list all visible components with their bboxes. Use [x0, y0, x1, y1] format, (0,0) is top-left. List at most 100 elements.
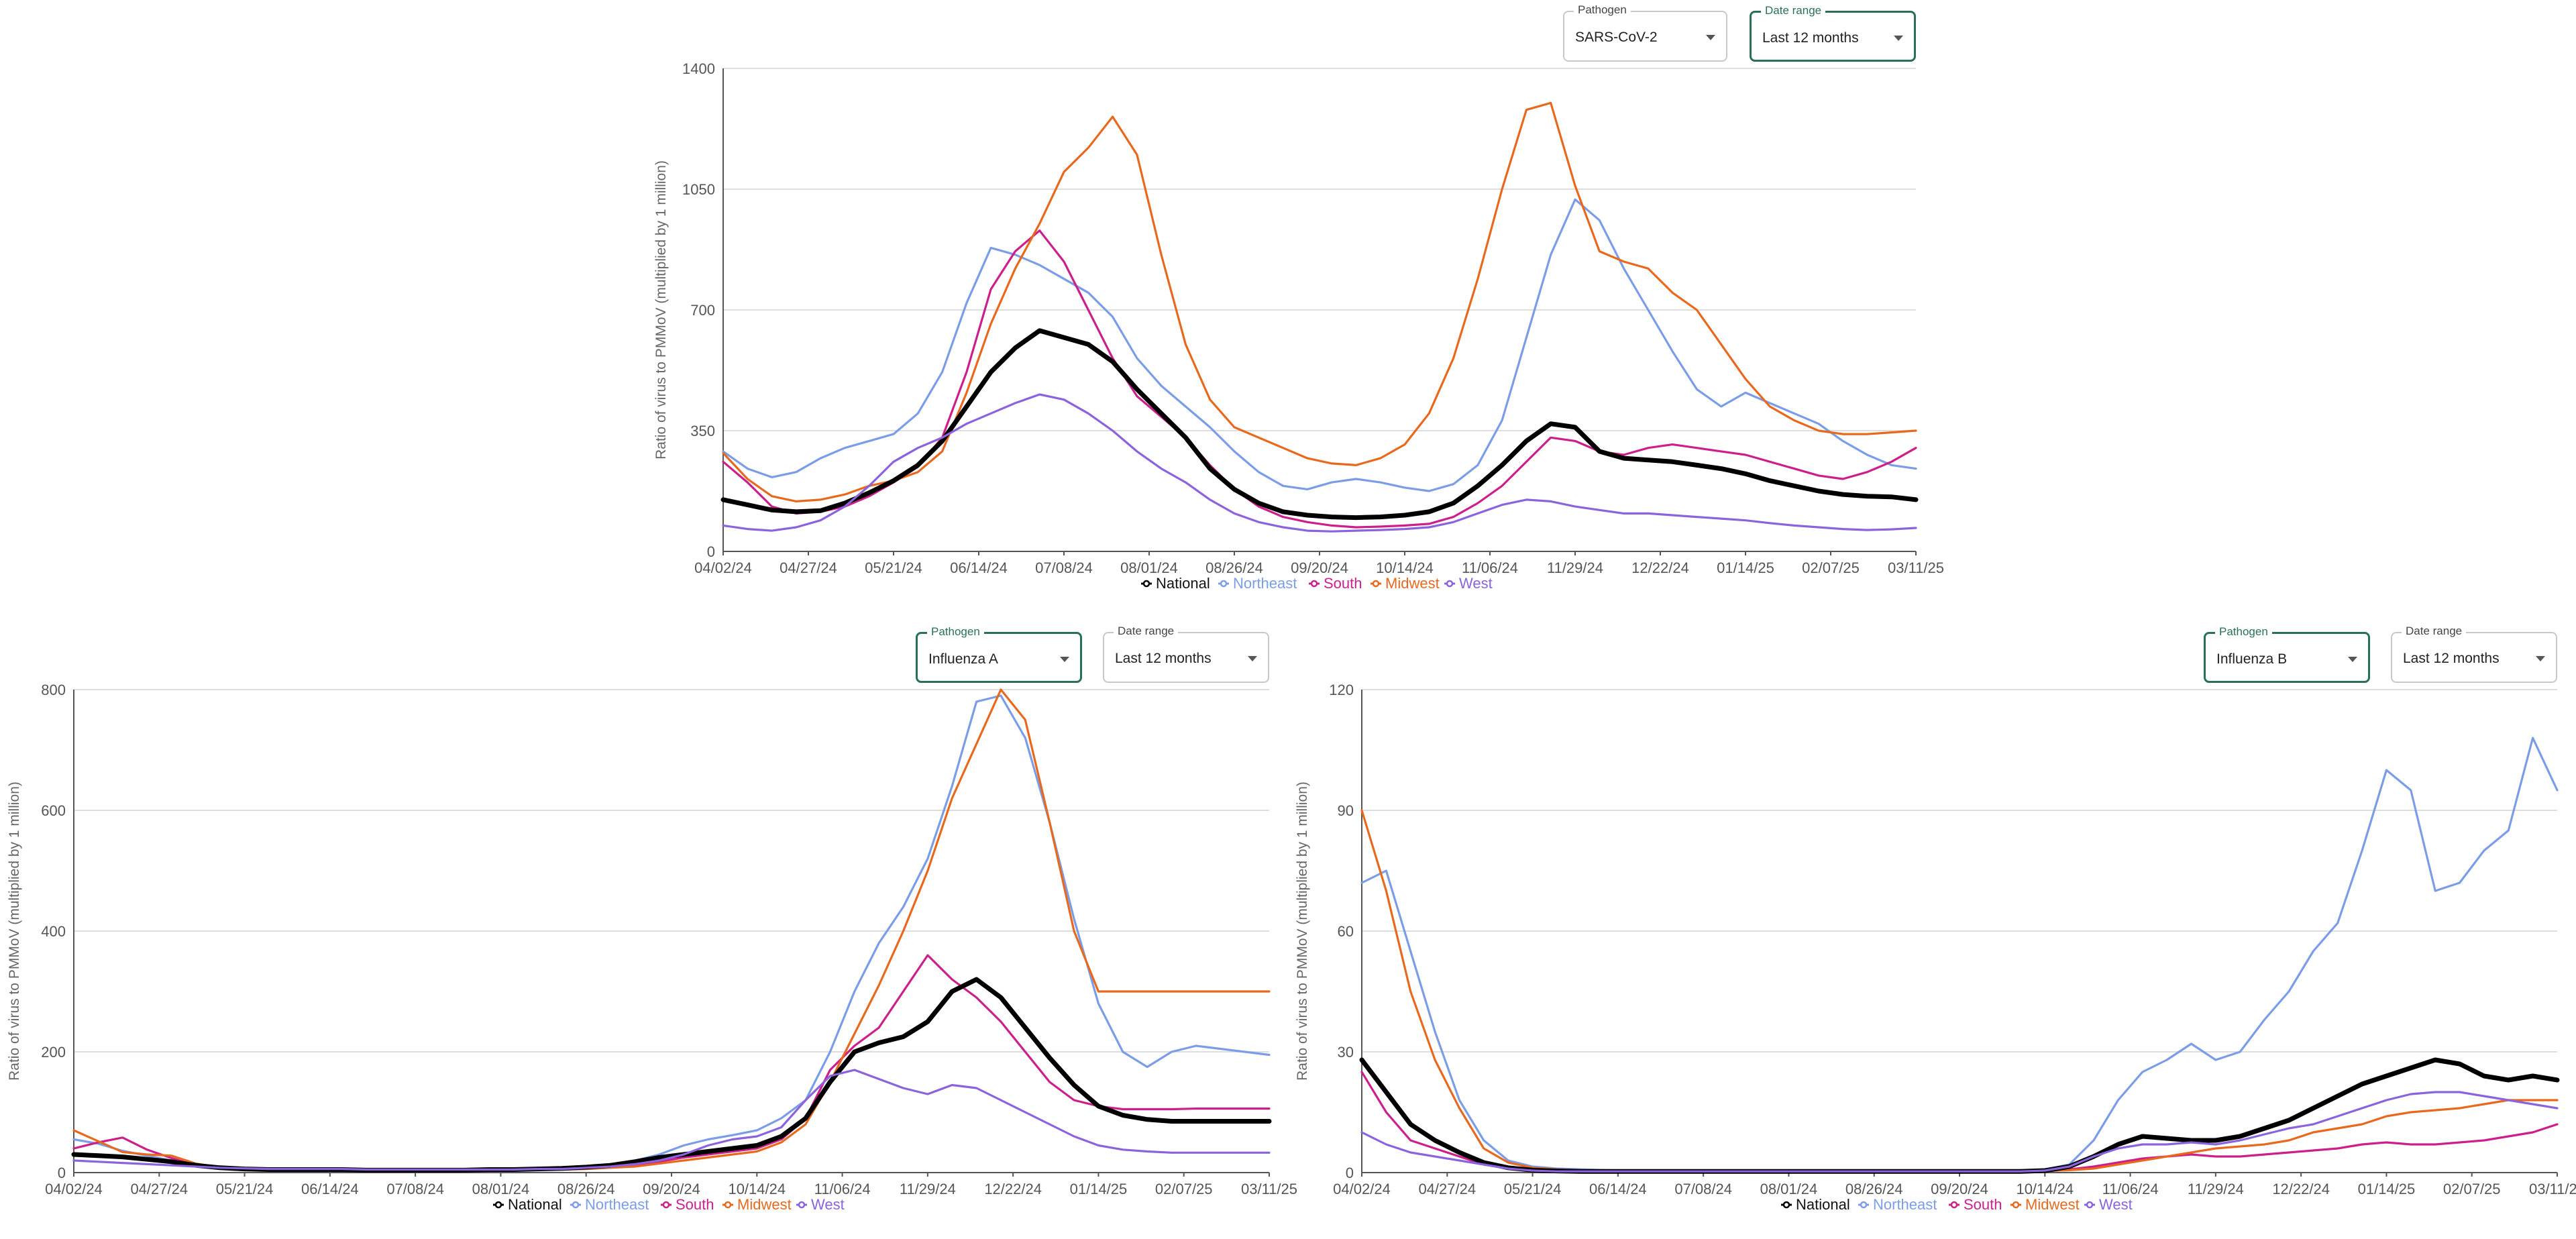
- chart-1: 0 200 400 600 800 04/02/24 04/27/24 05/21/24 06/…: [7, 682, 1297, 1213]
- y-axis-title: Ratio of virus to PMMoV (multiplied by 1…: [7, 782, 22, 1081]
- legend-label: Midwest: [2025, 1196, 2080, 1213]
- date-range-select-flu-b[interactable]: Date range Last 12 months: [2391, 625, 2557, 683]
- y-axis-title: Ratio of virus to PMMoV (multiplied by 1…: [1295, 782, 1310, 1081]
- legend-item-west[interactable]: West: [2084, 1196, 2133, 1213]
- legend-item-south[interactable]: South: [1949, 1196, 2002, 1213]
- x-tick-label: 09/20/24: [643, 1181, 700, 1197]
- legend-item-northeast[interactable]: Northeast: [570, 1196, 649, 1213]
- pathogen-select-sars[interactable]: Pathogen SARS-CoV-2: [1563, 3, 1727, 62]
- x-tick-label: 12/22/24: [984, 1181, 1042, 1197]
- series-line-northeast: [1360, 737, 2559, 1172]
- date-range-label: Date range: [2402, 625, 2467, 638]
- y-tick-label: 90: [1338, 802, 1354, 819]
- chevron-down-icon: [2536, 656, 2545, 661]
- y-tick-label: 350: [690, 423, 715, 439]
- x-tick-label: 06/14/24: [950, 559, 1008, 576]
- legend-item-national[interactable]: National: [1781, 1196, 1850, 1213]
- legend-marker: [1372, 580, 1380, 588]
- x-tick-label: 11/06/24: [1462, 559, 1518, 576]
- x-tick-label: 02/07/25: [2443, 1181, 2501, 1197]
- x-tick-label: 04/02/24: [694, 559, 752, 576]
- y-axis-title: Ratio of virus to PMMoV (multiplied by 1…: [653, 160, 669, 460]
- legend-label: South: [676, 1196, 714, 1213]
- legend-marker: [724, 1201, 732, 1209]
- x-tick-label: 05/21/24: [216, 1181, 274, 1197]
- x-tick-label: 08/01/24: [1760, 1181, 1818, 1197]
- date-range-select-flu-a[interactable]: Date range Last 12 months: [1103, 625, 1269, 683]
- legend-label: National: [1156, 575, 1210, 592]
- x-tick-label: 02/07/25: [1155, 1181, 1213, 1197]
- legend-label: South: [1964, 1196, 2002, 1213]
- x-tick-label: 10/14/24: [728, 1181, 786, 1197]
- legend-marker: [494, 1201, 502, 1209]
- x-tick-label: 07/08/24: [386, 1181, 444, 1197]
- x-tick-label: 08/26/24: [1205, 559, 1263, 576]
- x-tick-label: 04/02/24: [45, 1181, 103, 1197]
- legend-marker: [2012, 1201, 2020, 1209]
- x-tick-label: 01/14/25: [1070, 1181, 1128, 1197]
- legend-item-northeast[interactable]: Northeast: [1858, 1196, 1937, 1213]
- pathogen-label: Pathogen: [927, 625, 984, 639]
- chevron-down-icon: [1706, 35, 1715, 40]
- y-tick-label: 200: [41, 1044, 66, 1061]
- x-tick-label: 08/26/24: [1845, 1181, 1903, 1197]
- legend-item-midwest[interactable]: Midwest: [2010, 1196, 2080, 1213]
- x-tick-label: 11/29/24: [1547, 559, 1603, 576]
- legend-marker: [1860, 1201, 1868, 1209]
- legend-marker: [2086, 1201, 2094, 1209]
- legend-marker: [572, 1201, 580, 1209]
- date-range-value: Last 12 months: [2403, 651, 2500, 666]
- chart-2: 0 30 60 90 120 04/02/24 04/27/24 05/21/24 06/14/…: [1295, 682, 2576, 1213]
- legend-marker: [798, 1201, 806, 1209]
- pathogen-select-flu-b[interactable]: Pathogen Influenza B: [2204, 625, 2370, 683]
- chevron-down-icon: [1894, 36, 1903, 41]
- series-line-south: [72, 954, 1271, 1172]
- legend-item-south[interactable]: South: [661, 1196, 714, 1213]
- legend-item-northeast[interactable]: Northeast: [1218, 575, 1297, 592]
- legend-label: West: [1459, 575, 1493, 592]
- pathogen-select-flu-a[interactable]: Pathogen Influenza A: [916, 625, 1082, 683]
- legend-label: National: [1796, 1196, 1850, 1213]
- series-line-west: [1360, 1091, 2559, 1173]
- series-line-west: [722, 393, 1917, 533]
- legend-item-national[interactable]: National: [1141, 575, 1210, 592]
- legend-item-west[interactable]: West: [1444, 575, 1493, 592]
- x-tick-label: 01/14/25: [1717, 559, 1774, 576]
- x-tick-label: 08/01/24: [1120, 559, 1178, 576]
- x-tick-label: 03/11/25: [1888, 559, 1944, 576]
- series-line-national: [720, 328, 1919, 521]
- legend-label: Northeast: [585, 1196, 649, 1213]
- y-tick-label: 0: [58, 1165, 66, 1181]
- x-tick-label: 04/27/24: [780, 559, 837, 576]
- series-line-northeast: [722, 198, 1917, 492]
- legend-item-south[interactable]: South: [1309, 575, 1362, 592]
- legend-label: South: [1324, 575, 1362, 592]
- y-tick-label: 1050: [682, 181, 715, 198]
- pathogen-value: Influenza A: [928, 651, 998, 667]
- series-line-national: [1359, 1057, 2560, 1174]
- legend-item-national[interactable]: National: [493, 1196, 562, 1213]
- x-tick-label: 07/08/24: [1035, 559, 1093, 576]
- date-range-select-sars[interactable]: Date range Last 12 months: [1750, 4, 1916, 62]
- pathogen-label: Pathogen: [1574, 3, 1631, 17]
- legend-item-west[interactable]: West: [796, 1196, 845, 1213]
- x-tick-label: 03/11/25: [2529, 1181, 2576, 1197]
- legend-marker: [1220, 580, 1228, 588]
- chevron-down-icon: [1060, 657, 1069, 662]
- x-tick-label: 04/27/24: [130, 1181, 188, 1197]
- y-tick-label: 60: [1338, 923, 1354, 940]
- x-tick-label: 08/01/24: [472, 1181, 530, 1197]
- x-tick-label: 09/20/24: [1931, 1181, 1988, 1197]
- x-tick-label: 09/20/24: [1291, 559, 1348, 576]
- date-range-label: Date range: [1114, 625, 1179, 638]
- legend-marker: [1950, 1201, 1958, 1209]
- legend-item-midwest[interactable]: Midwest: [1371, 575, 1440, 592]
- x-tick-label: 05/21/24: [865, 559, 922, 576]
- y-tick-label: 0: [1346, 1165, 1354, 1181]
- legend-item-midwest[interactable]: Midwest: [722, 1196, 792, 1213]
- x-tick-label: 03/11/25: [1241, 1181, 1297, 1197]
- series-line-south: [722, 229, 1917, 529]
- series-line-west: [72, 1069, 1271, 1171]
- x-tick-label: 11/06/24: [814, 1181, 871, 1197]
- x-tick-label: 11/29/24: [2188, 1181, 2244, 1197]
